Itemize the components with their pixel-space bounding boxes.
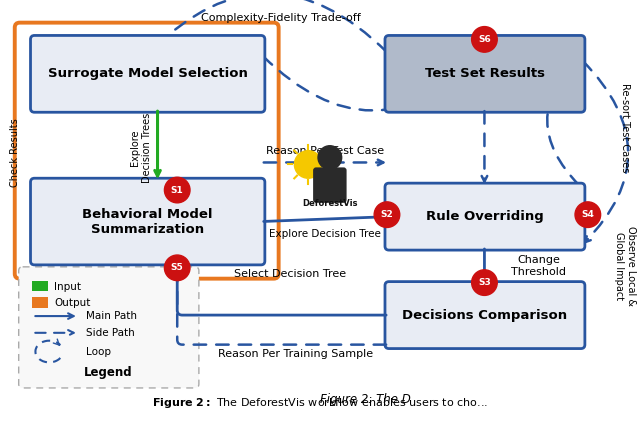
Text: S5: S5 (171, 263, 184, 272)
FancyBboxPatch shape (19, 267, 199, 388)
Text: Output: Output (54, 298, 90, 308)
Text: Reason Per Test Case: Reason Per Test Case (266, 146, 384, 156)
Text: $\bf{Figure\ 2:}$ The $\rm{DeforestVis}$ workflow enables users to cho...: $\bf{Figure\ 2:}$ The $\rm{DeforestVis}$… (152, 396, 488, 410)
Text: Legend: Legend (84, 366, 132, 379)
Text: Surrogate Model Selection: Surrogate Model Selection (48, 68, 248, 80)
Text: Select Decision Tree: Select Decision Tree (234, 269, 346, 279)
Text: DeforestVis: DeforestVis (302, 199, 358, 208)
Text: Side Path: Side Path (86, 328, 134, 338)
Bar (33, 298, 48, 308)
Circle shape (318, 146, 342, 169)
Circle shape (575, 202, 600, 227)
Circle shape (374, 202, 400, 227)
Text: S1: S1 (171, 186, 184, 195)
Circle shape (294, 151, 322, 178)
Text: Observe Local &
Global Impact: Observe Local & Global Impact (614, 226, 636, 306)
Text: S6: S6 (478, 35, 491, 44)
Text: Rule Overriding: Rule Overriding (426, 210, 544, 223)
FancyBboxPatch shape (385, 281, 585, 349)
Text: Figure 2: The D: Figure 2: The D (320, 393, 411, 406)
FancyBboxPatch shape (385, 35, 585, 112)
Text: Loop: Loop (86, 346, 111, 357)
Text: Explore
Decision Trees: Explore Decision Trees (130, 113, 152, 183)
FancyBboxPatch shape (313, 168, 347, 203)
Text: Check Results: Check Results (10, 118, 20, 187)
Circle shape (164, 177, 190, 203)
Text: Decisions Comparison: Decisions Comparison (403, 308, 568, 322)
FancyBboxPatch shape (385, 183, 585, 250)
Bar (33, 281, 48, 292)
Text: Re-sort Test Cases: Re-sort Test Cases (620, 83, 630, 173)
Text: Explore Decision Tree: Explore Decision Tree (269, 229, 381, 239)
FancyBboxPatch shape (31, 178, 265, 265)
FancyBboxPatch shape (31, 35, 265, 112)
Text: S2: S2 (381, 210, 394, 219)
Text: Test Set Results: Test Set Results (425, 68, 545, 80)
Text: Main Path: Main Path (86, 311, 137, 321)
Circle shape (472, 270, 497, 295)
Text: Input: Input (54, 281, 81, 292)
Text: Change
Threshold: Change Threshold (511, 255, 566, 277)
Circle shape (472, 27, 497, 52)
Circle shape (164, 255, 190, 281)
Text: S3: S3 (478, 278, 491, 287)
Text: Reason Per Training Sample: Reason Per Training Sample (218, 349, 373, 360)
Text: S4: S4 (581, 210, 595, 219)
Text: Behavioral Model
Summarization: Behavioral Model Summarization (83, 208, 213, 235)
Text: Complexity-Fidelity Trade-off: Complexity-Fidelity Trade-off (201, 13, 360, 23)
